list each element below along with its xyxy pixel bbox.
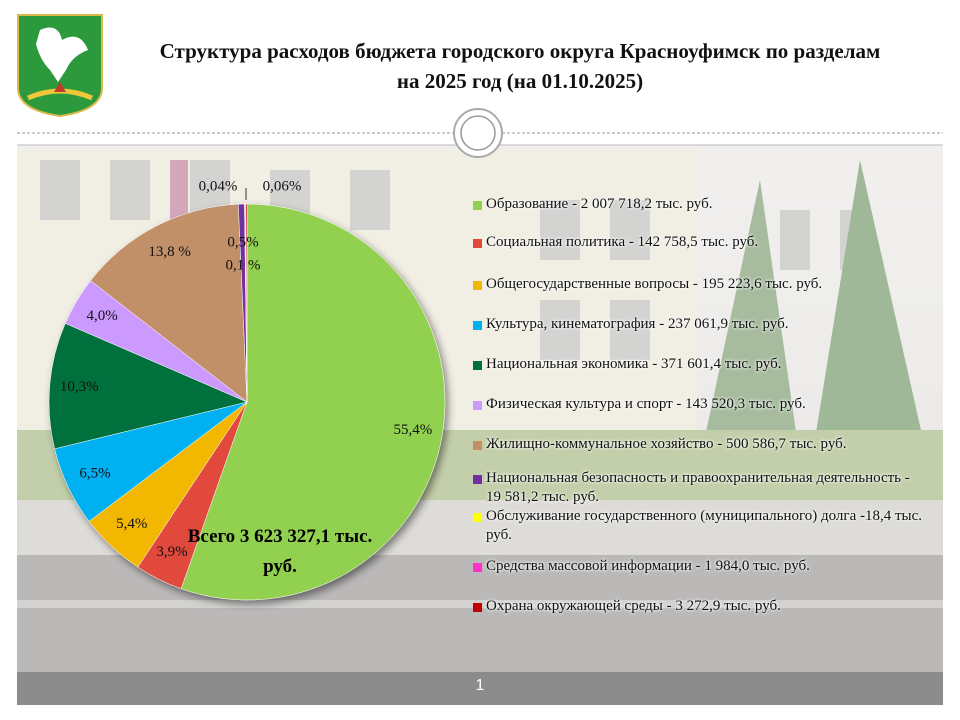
footer-bar (17, 672, 943, 705)
slice-label: 0,06% (263, 178, 302, 194)
legend-swatch (473, 321, 482, 330)
legend-swatch (473, 513, 482, 522)
page-number: 1 (475, 677, 485, 694)
pie-slice (245, 203, 248, 403)
legend-swatch (473, 201, 482, 210)
chart-title: Структура расходов бюджета городского ок… (159, 39, 881, 93)
legend-label: Социальная политика - 142 758,5 тыс. руб… (486, 234, 759, 250)
legend-label: Национальная безопасность и правоохранит… (486, 470, 910, 505)
legend-label: Культура, кинематография - 237 061,9 тыс… (486, 316, 789, 332)
slice-label: 0,1 % (226, 257, 261, 273)
legend-label: Образование - 2 007 718,2 тыс. руб. (486, 196, 713, 212)
slice-label: 13,8 % (148, 244, 191, 260)
legend-label: Физическая культура и спорт - 143 520,3 … (486, 396, 806, 412)
pie (48, 203, 446, 601)
emblem (17, 14, 103, 118)
slice-label: 0,04% (199, 178, 238, 194)
ornament (460, 115, 496, 151)
slice-label: 55,4% (394, 422, 433, 438)
legend-label: Национальная экономика - 371 601,4 тыс. … (486, 356, 782, 372)
pie-slice (90, 203, 248, 403)
legend-swatch (473, 475, 482, 484)
total-annotation: Всего 3 623 327,1 тыс. руб. (187, 526, 373, 577)
legend-swatch (473, 401, 482, 410)
legend-swatch (473, 239, 482, 248)
legend-label: Жилищно-коммунальное хозяйство - 500 586… (486, 436, 847, 452)
legend-label: Охрана окружающей среды - 3 272,9 тыс. р… (486, 598, 781, 614)
slice-label: 0,5% (227, 234, 258, 250)
slice-label: 4,0% (87, 308, 118, 324)
legend-label: Средства массовой информации - 1 984,0 т… (486, 558, 810, 574)
legend-swatch (473, 281, 482, 290)
slice-label: 10,3% (60, 379, 99, 395)
slice-label: 5,4% (116, 516, 147, 532)
legend-swatch (473, 361, 482, 370)
legend-label: Общегосударственные вопросы - 195 223,6 … (486, 276, 823, 292)
slice-label: 3,9% (156, 544, 187, 560)
legend-swatch (473, 603, 482, 612)
pie-slice (48, 323, 248, 450)
legend-swatch (473, 563, 482, 572)
legend-swatch (473, 441, 482, 450)
slice-label: 6,5% (79, 466, 110, 482)
legend-label: Обслуживание государственного (муниципал… (486, 508, 923, 543)
